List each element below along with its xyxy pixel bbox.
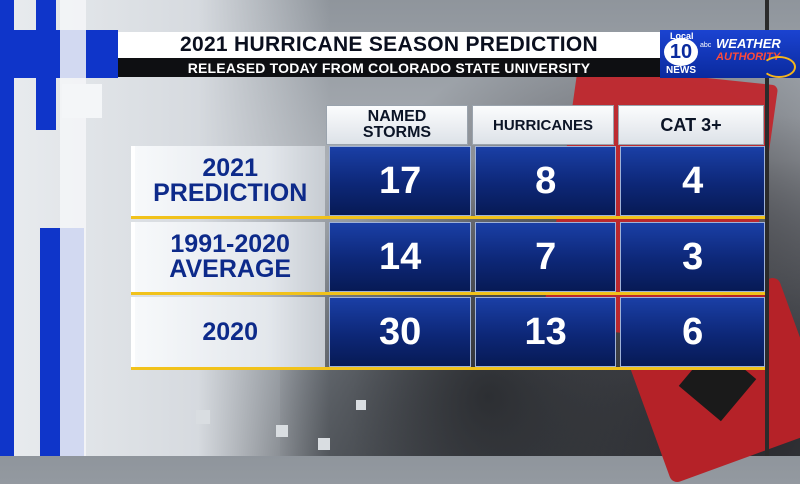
station-logo: Local 10 NEWS abc WEATHER AUTHORITY (660, 30, 800, 78)
cell-named-storms: 30 (329, 297, 471, 367)
decor-white-block (62, 84, 102, 118)
column-header-cat3: CAT 3+ (618, 105, 764, 145)
logo-news-text: NEWS (666, 65, 696, 76)
row-label-line2: AVERAGE (169, 255, 292, 283)
table-row-average: 1991-2020 AVERAGE 14 7 3 (131, 222, 765, 295)
logo-network-text: abc (700, 42, 712, 49)
logo-swirl-icon (762, 56, 796, 78)
row-label-line1: 2021 (202, 154, 258, 182)
decor-square (196, 410, 210, 424)
column-header-named-line1: NAMED (367, 108, 427, 125)
column-header-named-storms: NAMED STORMS (326, 105, 468, 145)
decor-white-bar (60, 0, 86, 456)
table-row-2020: 2020 30 13 6 (131, 297, 765, 370)
row-label-line2: PREDICTION (153, 179, 308, 207)
row-label: 2020 (131, 297, 326, 367)
logo-channel-number: 10 (664, 38, 698, 66)
table-row-2021-prediction: 2021 PREDICTION 17 8 4 (131, 146, 765, 219)
cell-hurricanes: 8 (474, 146, 617, 216)
cell-cat3: 3 (620, 222, 765, 292)
column-header-named-line2: STORMS (362, 124, 432, 141)
page-subtitle: RELEASED TODAY FROM COLORADO STATE UNIVE… (187, 59, 591, 76)
logo-local-text: Local (670, 31, 694, 41)
row-label-line1: 1991-2020 (170, 230, 290, 258)
flag-pole (765, 0, 769, 456)
page-title: 2021 HURRICANE SEASON PREDICTION (179, 33, 598, 56)
row-label: 1991-2020 AVERAGE (131, 222, 326, 292)
decor-square (318, 438, 330, 450)
cell-cat3: 4 (620, 146, 765, 216)
decor-blue-bar (0, 0, 14, 456)
cell-hurricanes: 13 (474, 297, 617, 367)
decor-square (276, 425, 288, 437)
decor-square (356, 400, 366, 410)
cell-hurricanes: 7 (474, 222, 617, 292)
row-label: 2021 PREDICTION (131, 146, 326, 216)
decor-blue-band (0, 30, 118, 78)
cell-cat3: 6 (620, 297, 765, 367)
cell-named-storms: 17 (329, 146, 471, 216)
row-label-line1: 2020 (202, 317, 258, 346)
cell-named-storms: 14 (329, 222, 471, 292)
column-header-hurricanes: HURRICANES (472, 105, 614, 145)
logo-weather-text: WEATHER (716, 36, 781, 51)
header-title-bar: 2021 HURRICANE SEASON PREDICTION (118, 32, 660, 58)
header-subtitle-bar: RELEASED TODAY FROM COLORADO STATE UNIVE… (118, 58, 660, 77)
